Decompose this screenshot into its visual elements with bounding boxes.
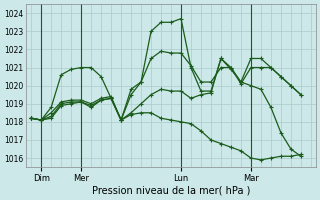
- X-axis label: Pression niveau de la mer( hPa ): Pression niveau de la mer( hPa ): [92, 186, 250, 196]
